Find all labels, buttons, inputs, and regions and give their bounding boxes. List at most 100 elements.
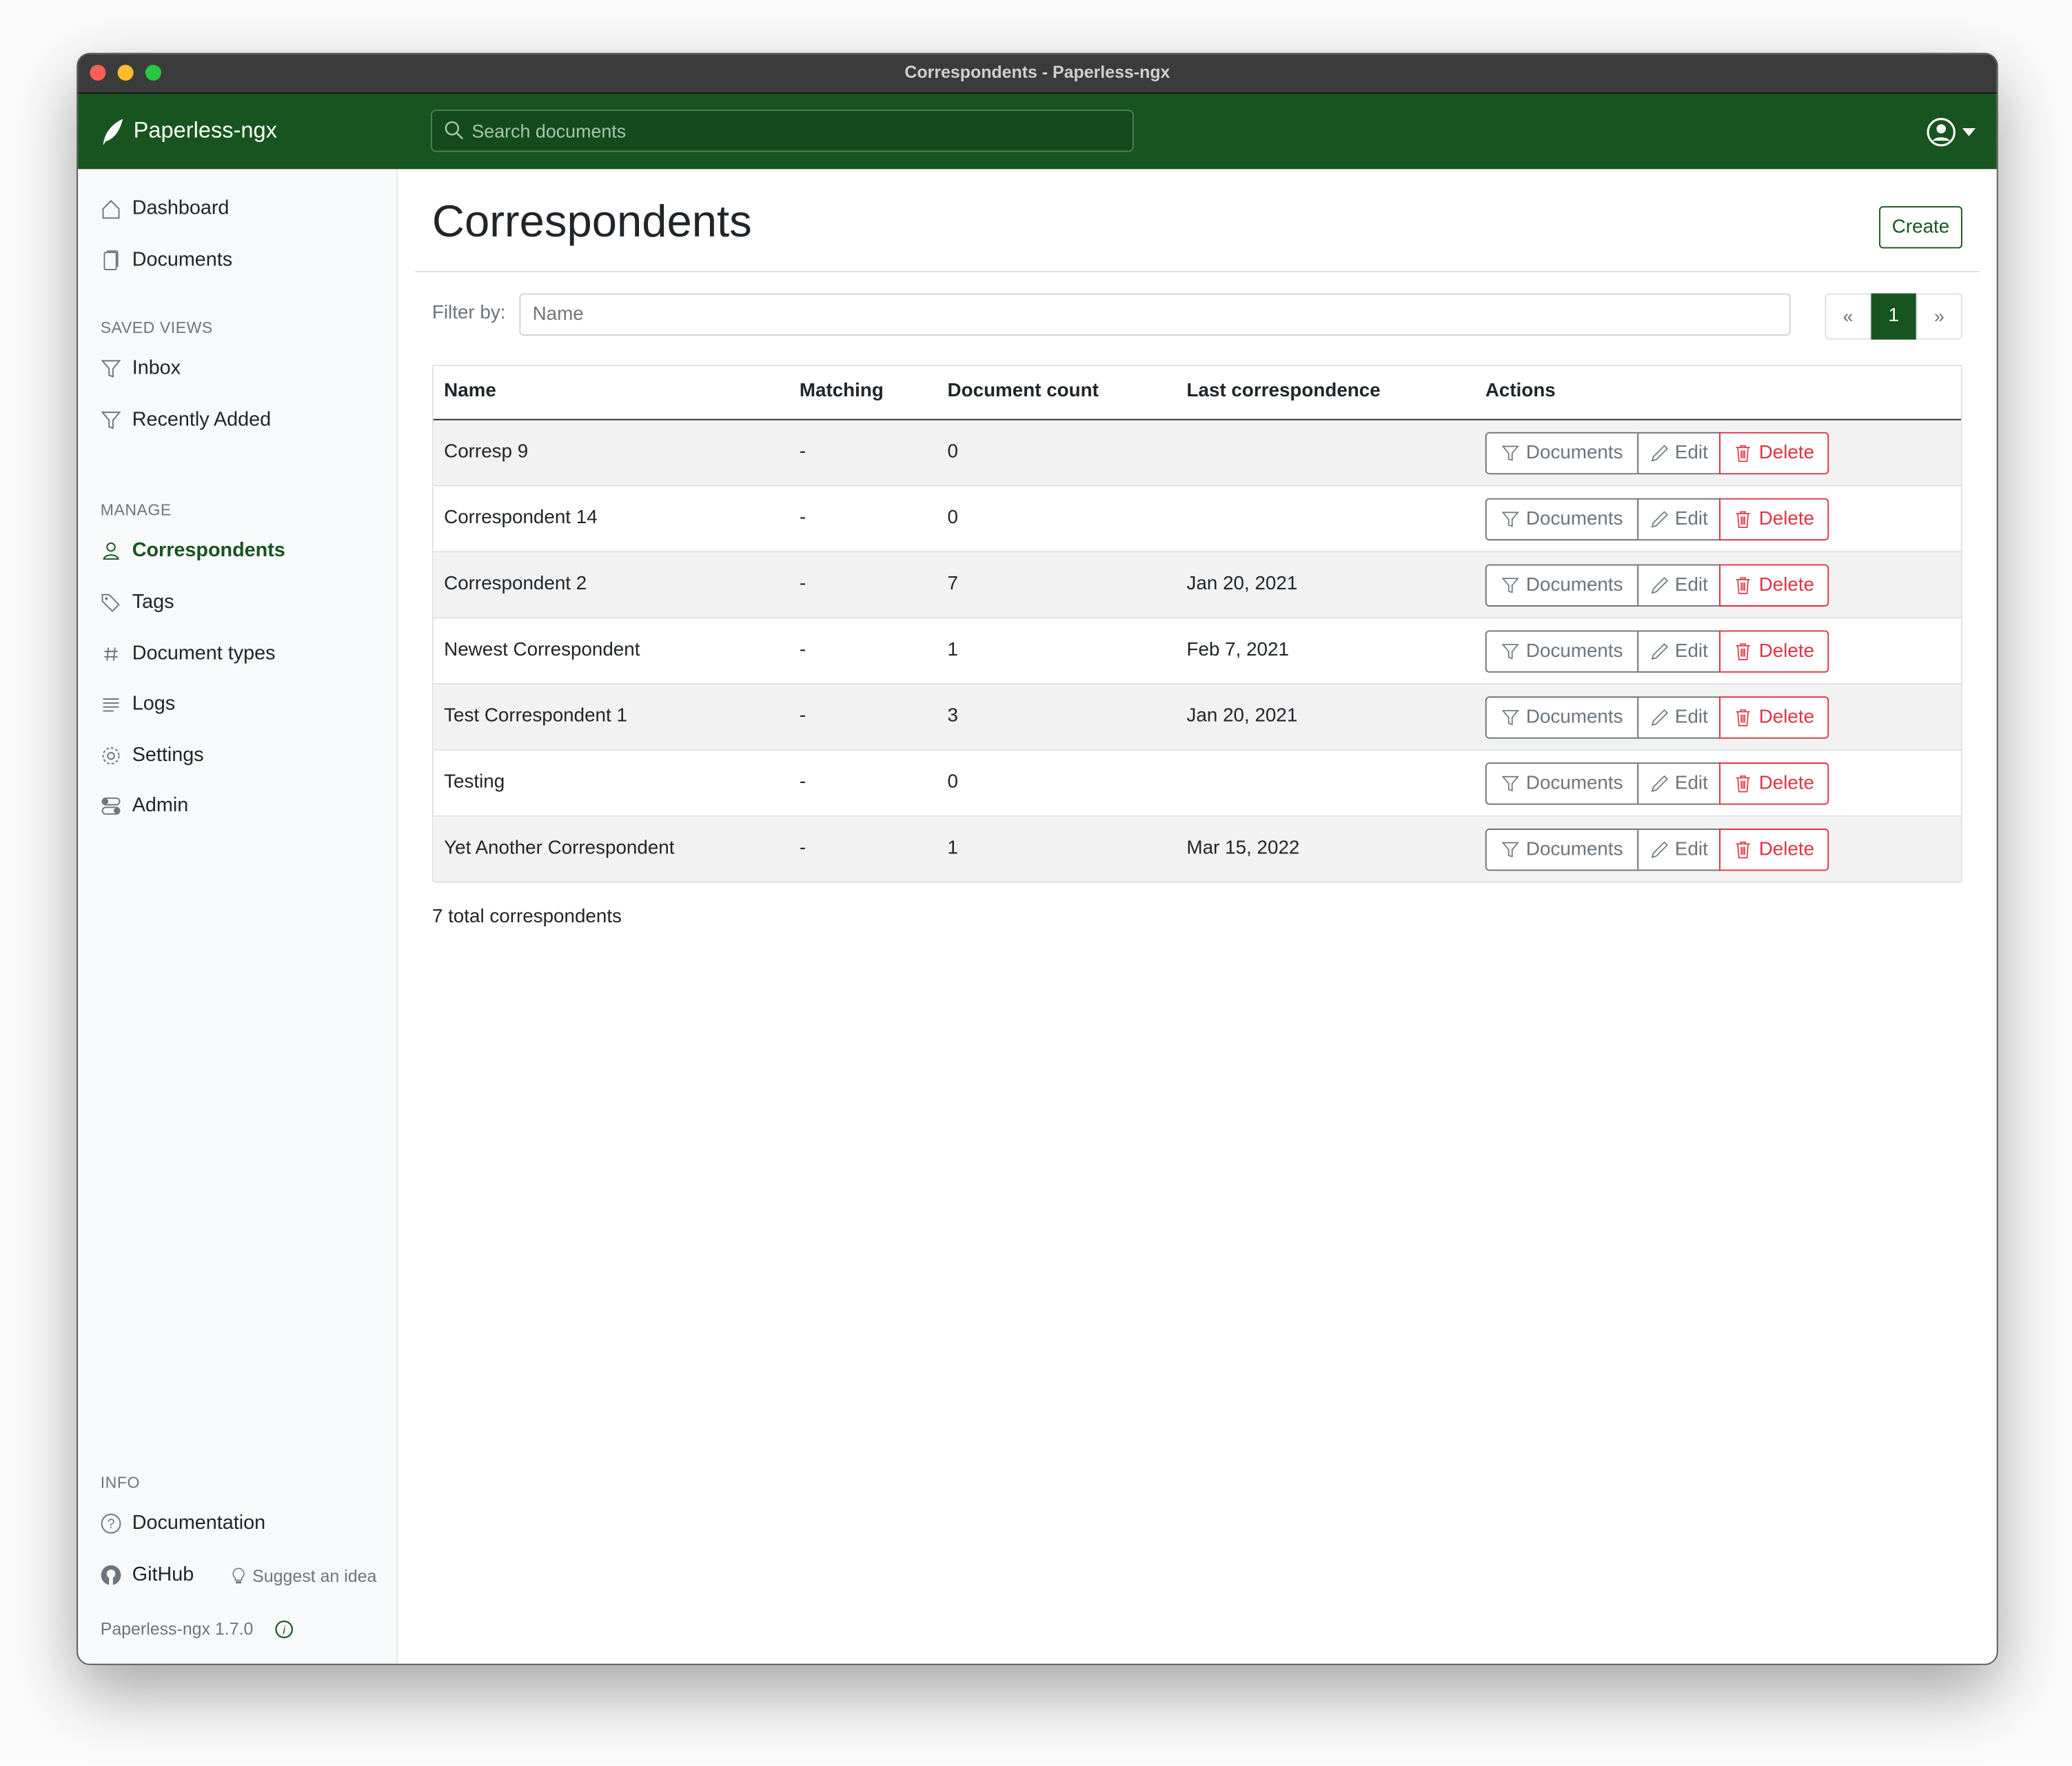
house-icon bbox=[102, 199, 120, 219]
funnel-icon bbox=[1501, 644, 1519, 660]
sidebar-item-label: Documents bbox=[132, 248, 233, 272]
close-window-button[interactable] bbox=[90, 64, 106, 81]
cell-document-count: 3 bbox=[947, 705, 959, 727]
cell-document-count: 1 bbox=[947, 838, 959, 860]
cell-matching: - bbox=[799, 639, 806, 661]
trash-icon bbox=[1736, 841, 1750, 859]
table-row: Corresp 9 - 0 Documents Edit Delete bbox=[433, 420, 1961, 487]
sidebar-item-logs[interactable]: Logs bbox=[101, 693, 175, 715]
delete-button[interactable]: Delete bbox=[1719, 696, 1829, 739]
text-lines-icon bbox=[103, 698, 119, 711]
sidebar-item-settings[interactable]: Settings bbox=[101, 744, 204, 767]
sidebar-item-tags[interactable]: Tags bbox=[101, 591, 174, 613]
sidebar-item-dashboard[interactable]: Dashboard bbox=[101, 197, 229, 219]
cell-name: Correspondent 2 bbox=[444, 574, 587, 595]
sidebar-item-github[interactable]: GitHub bbox=[101, 1563, 194, 1586]
funnel-icon bbox=[1501, 511, 1519, 527]
documents-button[interactable]: Documents bbox=[1485, 564, 1639, 607]
sidebar-item-document-types[interactable]: Document types bbox=[101, 642, 276, 665]
funnel-icon bbox=[1501, 710, 1519, 726]
documents-button[interactable]: Documents bbox=[1485, 432, 1639, 475]
delete-button[interactable]: Delete bbox=[1719, 498, 1829, 541]
trash-icon bbox=[1736, 643, 1750, 660]
sidebar-item-inbox[interactable]: Inbox bbox=[101, 357, 181, 379]
funnel-icon bbox=[1501, 842, 1519, 857]
pagination-prev[interactable]: « bbox=[1825, 293, 1871, 340]
top-navbar: Paperless-ngx Search documents bbox=[78, 94, 1997, 170]
cell-last-correspondence: Feb 7, 2021 bbox=[1186, 639, 1289, 661]
pagination-next[interactable]: » bbox=[1916, 293, 1962, 340]
create-button[interactable]: Create bbox=[1879, 206, 1962, 249]
delete-label: Delete bbox=[1758, 640, 1815, 662]
edit-label: Edit bbox=[1674, 773, 1708, 795]
sidebar-item-correspondents[interactable]: Correspondents bbox=[101, 539, 285, 562]
table-row: Yet Another Correspondent - 1 Mar 15, 20… bbox=[433, 816, 1961, 883]
funnel-icon bbox=[1501, 445, 1519, 461]
edit-button[interactable]: Edit bbox=[1637, 630, 1721, 673]
svg-text:?: ? bbox=[108, 1516, 115, 1531]
lightbulb-icon bbox=[232, 1567, 245, 1584]
pencil-icon bbox=[1650, 577, 1668, 594]
column-header-name[interactable]: Name bbox=[444, 380, 496, 402]
sidebar-item-recently-added[interactable]: Recently Added bbox=[101, 408, 271, 431]
trash-icon bbox=[1736, 709, 1750, 727]
column-header-document-count[interactable]: Document count bbox=[947, 380, 1099, 402]
cell-document-count: 0 bbox=[947, 507, 959, 529]
column-header-matching[interactable]: Matching bbox=[799, 380, 884, 402]
tag-icon bbox=[101, 593, 120, 612]
question-circle-icon: ? bbox=[101, 1513, 121, 1533]
documents-button[interactable]: Documents bbox=[1485, 696, 1639, 739]
delete-button[interactable]: Delete bbox=[1719, 630, 1829, 673]
sidebar-item-documents[interactable]: Documents bbox=[101, 248, 232, 271]
search-input[interactable]: Search documents bbox=[430, 110, 1134, 152]
documents-button[interactable]: Documents bbox=[1485, 762, 1639, 805]
delete-button[interactable]: Delete bbox=[1719, 829, 1829, 871]
leaf-logo-icon bbox=[103, 119, 123, 145]
documents-button[interactable]: Documents bbox=[1485, 630, 1639, 673]
cell-document-count: 0 bbox=[947, 771, 959, 793]
cell-name: Test Correspondent 1 bbox=[444, 705, 627, 727]
documents-label: Documents bbox=[1525, 707, 1623, 729]
filter-name-input[interactable] bbox=[519, 293, 1791, 336]
funnel-icon bbox=[1501, 775, 1519, 792]
documents-label: Documents bbox=[1525, 773, 1623, 795]
edit-button[interactable]: Edit bbox=[1637, 829, 1721, 871]
user-menu-button[interactable] bbox=[1927, 118, 1976, 147]
pagination-page-1[interactable]: 1 bbox=[1871, 293, 1916, 340]
sidebar-item-label: Document types bbox=[132, 642, 276, 665]
brand-link[interactable]: Paperless-ngx bbox=[133, 117, 277, 143]
suggest-idea-link[interactable]: Suggest an idea bbox=[230, 1566, 376, 1586]
info-circle-icon[interactable]: i bbox=[275, 1620, 294, 1638]
delete-button[interactable]: Delete bbox=[1719, 762, 1829, 805]
edit-button[interactable]: Edit bbox=[1637, 696, 1721, 739]
zoom-window-button[interactable] bbox=[145, 64, 161, 81]
toggles-icon bbox=[101, 797, 121, 814]
edit-label: Edit bbox=[1674, 839, 1708, 861]
delete-button[interactable]: Delete bbox=[1719, 432, 1829, 475]
gear-icon bbox=[102, 747, 120, 764]
total-count: 7 total correspondents bbox=[431, 906, 622, 928]
sidebar-item-label: Settings bbox=[132, 744, 204, 767]
documents-button[interactable]: Documents bbox=[1485, 829, 1639, 871]
info-heading: INFO bbox=[100, 1473, 140, 1492]
minimize-window-button[interactable] bbox=[117, 64, 134, 81]
funnel-icon bbox=[101, 411, 121, 429]
delete-button[interactable]: Delete bbox=[1719, 564, 1829, 607]
cell-matching: - bbox=[799, 574, 806, 595]
documents-button[interactable]: Documents bbox=[1485, 498, 1639, 541]
cell-name: Correspondent 14 bbox=[444, 507, 598, 529]
pencil-icon bbox=[1650, 445, 1668, 462]
edit-button[interactable]: Edit bbox=[1637, 432, 1721, 475]
funnel-icon bbox=[1501, 578, 1519, 593]
sidebar-item-label: Tags bbox=[132, 590, 174, 613]
correspondents-table: Name Matching Document count Last corres… bbox=[431, 365, 1962, 883]
sidebar-item-label: Logs bbox=[132, 692, 176, 715]
edit-button[interactable]: Edit bbox=[1637, 564, 1721, 607]
trash-icon bbox=[1736, 445, 1750, 463]
documents-label: Documents bbox=[1525, 443, 1623, 464]
edit-button[interactable]: Edit bbox=[1637, 762, 1721, 805]
sidebar-item-admin[interactable]: Admin bbox=[101, 794, 188, 817]
sidebar-item-documentation[interactable]: ? Documentation bbox=[101, 1512, 265, 1534]
edit-button[interactable]: Edit bbox=[1637, 498, 1721, 541]
cell-name: Newest Correspondent bbox=[444, 639, 640, 661]
